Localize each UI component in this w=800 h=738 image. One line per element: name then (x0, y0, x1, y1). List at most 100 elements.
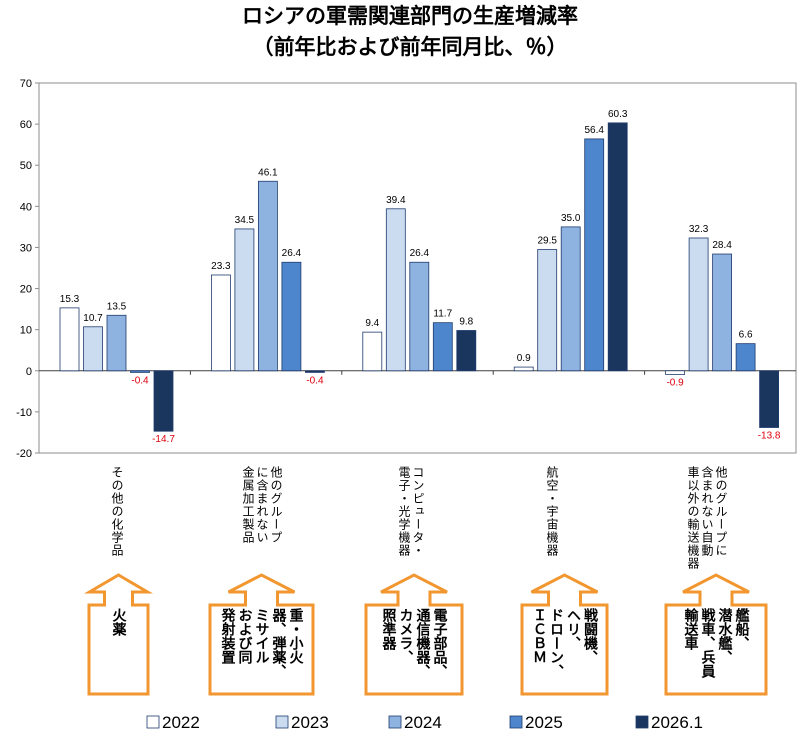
data-label: -0.9 (666, 377, 684, 388)
product-text: 戦車、兵員 (700, 607, 717, 679)
data-label: 9.4 (365, 318, 379, 329)
legend-label: 2025 (525, 713, 563, 732)
product-text: ヘリ、 (565, 608, 581, 650)
category-label: 航空・宇宙機器 (545, 465, 559, 557)
bar (106, 314, 127, 372)
bar (513, 366, 534, 372)
arrow-callout-box (520, 573, 609, 696)
data-label: 26.4 (282, 248, 302, 259)
product-text: 艦船、 (734, 607, 750, 650)
product-text: 戦闘機、 (582, 607, 598, 664)
legend-label: 2023 (291, 713, 329, 732)
bar (409, 261, 430, 372)
bar (537, 249, 558, 372)
y-tick-label: 10 (20, 325, 32, 337)
data-label: 46.1 (258, 167, 278, 178)
data-label: 13.5 (107, 301, 127, 312)
data-label: 39.4 (386, 195, 406, 206)
category-label: その他の化学品 (110, 466, 124, 557)
bar (385, 208, 406, 372)
category-label: 他のグループ (269, 466, 283, 544)
plot-area (38, 82, 797, 454)
data-label: -0.4 (306, 375, 324, 386)
legend-label: 2024 (404, 713, 442, 732)
product-text: ＩＣＢＭ (531, 608, 547, 664)
arrow-callout-box (208, 573, 315, 696)
data-label: 6.6 (739, 330, 753, 341)
category-label: に含まれない (255, 466, 269, 544)
product-text: 通信機器、 (415, 608, 432, 678)
bar (153, 370, 174, 432)
bar (281, 261, 302, 372)
data-label: 0.9 (517, 353, 531, 364)
bar (257, 180, 278, 372)
category-label: 他のグループに (714, 466, 728, 557)
y-tick-label: -20 (16, 448, 32, 460)
data-label: 29.5 (537, 236, 557, 247)
category-label: 金属加工製品 (241, 465, 255, 544)
y-tick-label: 40 (20, 201, 32, 213)
bar (607, 122, 628, 372)
product-text: 火薬 (111, 608, 127, 637)
bar (83, 326, 103, 372)
data-label: 60.3 (608, 109, 628, 120)
data-label: 23.3 (211, 261, 231, 272)
product-text: カメラ、 (398, 608, 414, 664)
y-tick-label: 0 (26, 366, 32, 378)
product-text: ドローン、 (548, 608, 564, 678)
data-label: 56.4 (584, 125, 604, 136)
product-text: ミサイル (254, 608, 270, 664)
data-label: 11.7 (433, 309, 452, 320)
y-tick-label: 50 (20, 160, 32, 172)
data-label: 15.3 (60, 294, 80, 305)
product-text: 発射装置 (220, 607, 237, 665)
product-text: 照準器 (381, 608, 398, 651)
product-text: 潜水艦、 (717, 607, 733, 664)
legend-swatch (388, 715, 402, 729)
legend-label: 2022 (162, 713, 200, 732)
y-tick-label: 30 (20, 242, 32, 254)
data-label: 28.4 (712, 240, 732, 251)
legend-swatch (635, 715, 649, 729)
bar (584, 138, 605, 372)
data-label: 35.0 (561, 213, 581, 224)
bar (432, 322, 453, 372)
y-tick-label: 70 (20, 78, 32, 90)
data-label: -0.4 (131, 375, 149, 386)
data-label: -13.8 (758, 431, 781, 442)
data-label: 32.3 (689, 224, 709, 235)
product-text: 器、弾薬、 (271, 608, 288, 678)
bar (759, 370, 779, 428)
category-label: コンピュータ・ (411, 466, 425, 557)
arrow-callout-box (664, 573, 768, 696)
bar (234, 228, 255, 372)
legend-swatch (275, 715, 289, 729)
bar (59, 307, 80, 372)
product-text: 重・小火 (288, 607, 304, 665)
y-tick-label: 60 (20, 119, 32, 131)
legend-swatch (146, 715, 160, 729)
y-tick-label: 20 (20, 284, 32, 296)
bar (304, 370, 325, 373)
legend-swatch (509, 715, 523, 729)
bar (688, 237, 709, 372)
bar (712, 253, 732, 372)
bar (362, 331, 383, 372)
legend-label: 2026.1 (651, 713, 703, 732)
bar (130, 370, 150, 373)
arrow-callout-box (364, 573, 464, 696)
category-label: 含まれない自動 (700, 465, 714, 557)
product-text: および同 (237, 608, 253, 665)
bar (210, 274, 231, 372)
product-text: 輸送車 (683, 607, 700, 651)
y-tick-label: -10 (16, 407, 32, 419)
bar (560, 226, 581, 372)
bar (456, 330, 477, 372)
product-text: 電子部品、 (432, 607, 448, 678)
data-label: 9.8 (459, 316, 473, 327)
data-label: 34.5 (235, 215, 255, 226)
data-label: 26.4 (410, 248, 430, 259)
arrow-callout-box (83, 573, 154, 696)
bar (665, 370, 685, 375)
category-label: 車以外の輸送機器 (686, 466, 700, 570)
